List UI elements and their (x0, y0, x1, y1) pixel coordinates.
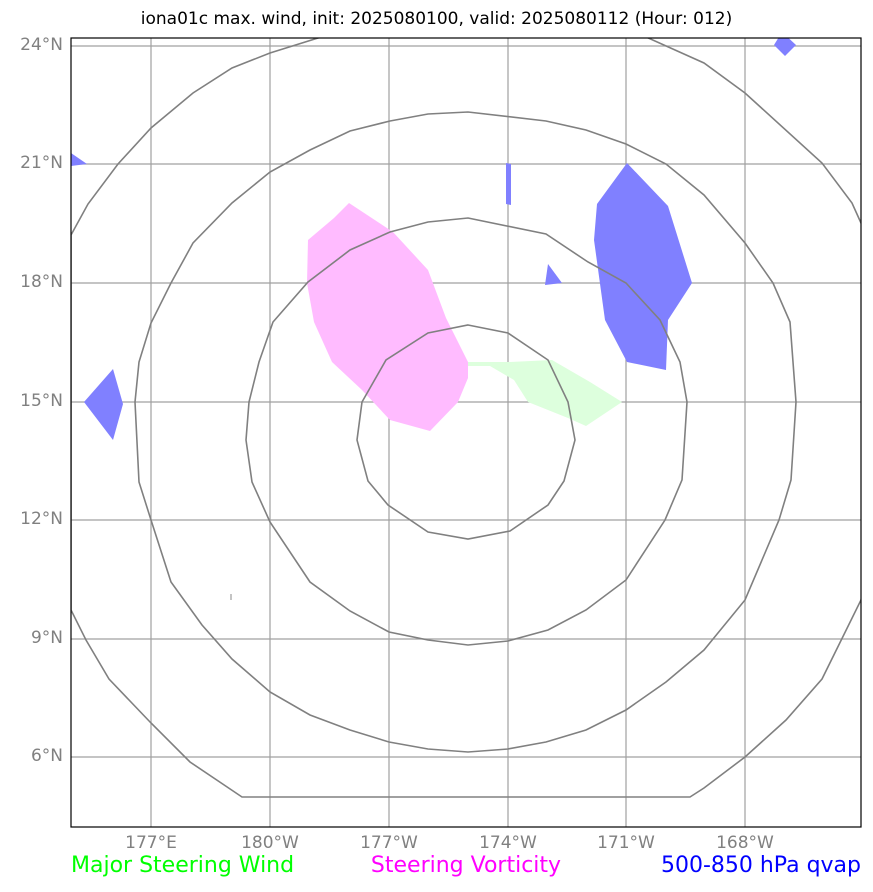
lon-label-171w: 171°W (597, 833, 655, 853)
map-title: iona01c max. wind, init: 2025080100, val… (140, 9, 733, 29)
map-contents (71, 38, 861, 827)
range-ring-2 (245, 217, 688, 646)
lat-label-15n: 15°N (20, 391, 63, 411)
steering-vorticity-field (307, 203, 468, 431)
lon-label-177e: 177°E (125, 833, 177, 853)
legend-steering-vorticity: Steering Vorticity (370, 853, 562, 878)
graticule (71, 38, 861, 827)
map-frame (70, 37, 862, 828)
steering-wind-shade (468, 360, 622, 426)
legend-steering-wind: Major Steering Wind (71, 853, 295, 878)
range-ring-4 (71, 38, 861, 798)
steering-wind-field (468, 360, 622, 426)
lat-label-6n: 6°N (30, 746, 63, 766)
qvap-field (71, 38, 796, 440)
qvap-shade-east (594, 163, 692, 370)
qvap-shade-northwest (71, 153, 87, 166)
steering-vorticity-shade (307, 203, 468, 431)
lat-label-18n: 18°N (20, 272, 63, 292)
qvap-shade-west (84, 369, 123, 440)
qvap-shade-northeast (774, 38, 796, 56)
lon-label-174w: 174°W (479, 833, 537, 853)
range-ring-1 (356, 324, 576, 540)
lat-label-24n: 24°N (20, 35, 63, 55)
legend-qvap: 500-850 hPa qvap (660, 853, 861, 878)
lon-label-180w: 180°W (241, 833, 299, 853)
lat-label-9n: 9°N (30, 628, 63, 648)
range-ring-3 (134, 111, 797, 753)
qvap-shade-streak (506, 163, 511, 205)
range-rings (71, 38, 861, 798)
lat-label-21n: 21°N (20, 153, 63, 173)
lon-label-177w: 177°W (360, 833, 418, 853)
lat-label-12n: 12°N (20, 509, 63, 529)
qvap-shade-small (545, 264, 562, 285)
lon-label-168w: 168°W (716, 833, 774, 853)
